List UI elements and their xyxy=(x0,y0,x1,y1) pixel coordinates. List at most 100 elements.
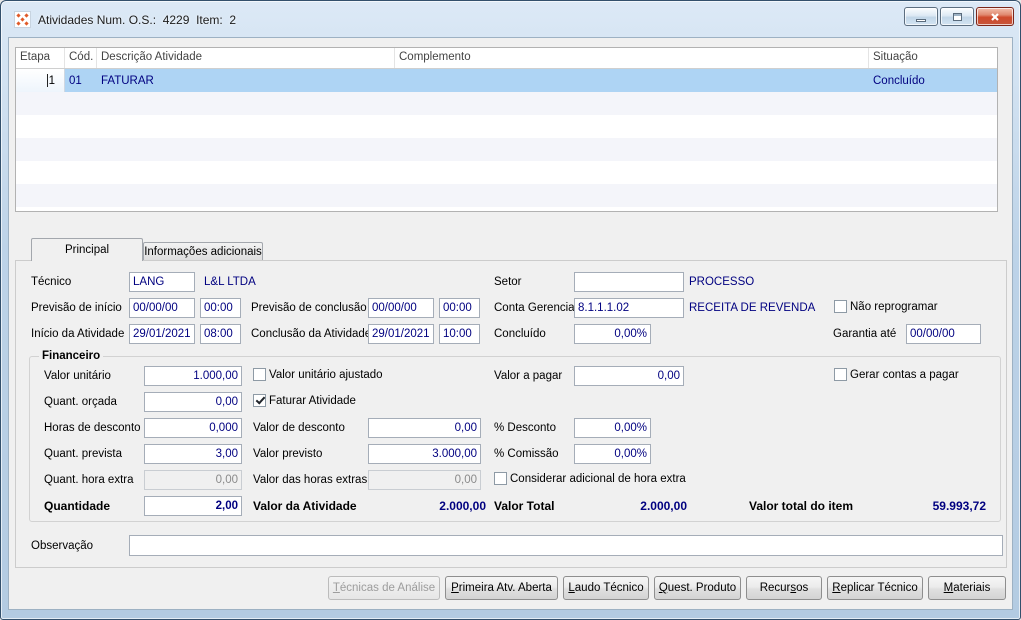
grid-empty-row xyxy=(16,184,997,207)
faturar-atividade-checkbox-box[interactable] xyxy=(253,394,266,407)
valor-previsto-input[interactable] xyxy=(368,444,481,464)
observacao-input[interactable] xyxy=(129,535,1003,556)
maximize-icon xyxy=(952,12,962,21)
pct-comissao-input[interactable] xyxy=(574,444,651,464)
quantidade-input[interactable] xyxy=(144,496,242,516)
cell-etapa-value: 1 xyxy=(48,74,55,87)
horas-desconto-input[interactable] xyxy=(144,418,242,438)
faturar-atividade-label: Faturar Atividade xyxy=(269,394,356,407)
concluido-input[interactable] xyxy=(574,324,651,344)
quant-prevista-label: Quant. prevista xyxy=(44,448,122,460)
valor-unitario-ajustado-checkbox-box[interactable] xyxy=(253,368,266,381)
valor-atividade-label: Valor da Atividade xyxy=(253,499,357,513)
text-caret xyxy=(46,74,48,87)
adicional-hora-extra-checkbox-box[interactable] xyxy=(494,472,507,485)
activities-grid: Etapa Cód. Descrição Atividade Complemen… xyxy=(15,47,998,212)
observacao-label: Observação xyxy=(31,540,94,552)
quant-orcada-label: Quant. orçada xyxy=(44,396,117,408)
gerar-contas-a-pagar-checkbox[interactable]: Gerar contas a pagar xyxy=(834,368,959,381)
tecnico-input[interactable] xyxy=(129,272,195,292)
inicio-atividade-label: Início da Atividade xyxy=(31,328,125,340)
grid-empty-row xyxy=(16,115,997,138)
minimize-icon xyxy=(916,18,926,22)
nao-reprogramar-checkbox[interactable]: Não reprogramar xyxy=(834,300,938,313)
gerar-contas-a-pagar-label: Gerar contas a pagar xyxy=(850,368,959,381)
minimize-button[interactable] xyxy=(904,7,938,26)
tab-principal[interactable]: Principal xyxy=(31,238,143,261)
app-icon xyxy=(14,11,31,28)
previsao-conclusao-label: Previsão de conclusão xyxy=(251,302,367,314)
previsao-conclusao-time-input[interactable] xyxy=(439,298,480,318)
valor-a-pagar-label: Valor a pagar xyxy=(494,370,563,382)
valor-desconto-input[interactable] xyxy=(368,418,481,438)
quant-orcada-input[interactable] xyxy=(144,392,242,412)
quant-prevista-input[interactable] xyxy=(144,444,242,464)
conclusao-atividade-time-input[interactable] xyxy=(439,324,480,344)
adicional-hora-extra-checkbox[interactable]: Considerar adicional de hora extra xyxy=(494,472,686,485)
valor-total-label: Valor Total xyxy=(494,499,555,513)
valor-total-value: 2.000,00 xyxy=(640,499,687,513)
cell-complemento xyxy=(395,69,869,92)
garantia-ate-label: Garantia até xyxy=(833,328,897,340)
column-header-situacao[interactable]: Situação xyxy=(873,51,918,63)
grid-header: Etapa Cód. Descrição Atividade Complemen… xyxy=(16,48,997,69)
cell-etapa[interactable]: 1 xyxy=(16,69,65,92)
valor-desconto-label: Valor de desconto xyxy=(253,422,345,434)
inicio-atividade-time-input[interactable] xyxy=(200,324,241,344)
previsao-inicio-date-input[interactable] xyxy=(129,298,195,318)
column-header-complemento[interactable]: Complemento xyxy=(395,48,869,68)
close-button[interactable] xyxy=(976,7,1014,26)
garantia-ate-input[interactable] xyxy=(906,324,981,344)
previsao-inicio-label: Previsão de início xyxy=(31,302,122,314)
app-icon-glyph xyxy=(16,13,29,26)
titlebar[interactable]: Atividades Num. O.S.: 4229 Item: 2 xyxy=(1,1,1020,37)
cell-situacao: Concluído xyxy=(873,74,925,87)
tecnico-description: L&L LTDA xyxy=(204,276,256,288)
grid-empty-row xyxy=(16,161,997,184)
valor-unitario-input[interactable] xyxy=(144,366,242,386)
setor-label: Setor xyxy=(494,276,522,288)
column-header-etapa[interactable]: Etapa xyxy=(16,48,65,68)
setor-input[interactable] xyxy=(574,272,684,292)
tab-informacoes-adicionais[interactable]: Informações adicionais xyxy=(143,242,263,260)
conta-gerencial-label: Conta Gerencial xyxy=(494,302,578,314)
financeiro-legend: Financeiro xyxy=(39,350,104,362)
conclusao-atividade-date-input[interactable] xyxy=(368,324,434,344)
conclusao-atividade-label: Conclusão da Atividade xyxy=(251,328,372,340)
maximize-button[interactable] xyxy=(940,7,974,26)
valor-unitario-ajustado-checkbox[interactable]: Valor unitário ajustado xyxy=(253,368,383,381)
conta-gerencial-description: RECEITA DE REVENDA xyxy=(689,302,816,314)
nao-reprogramar-checkbox-box[interactable] xyxy=(834,300,847,313)
concluido-label: Concluído xyxy=(494,328,546,340)
adicional-hora-extra-label: Considerar adicional de hora extra xyxy=(510,472,686,485)
grid-empty-row xyxy=(16,207,997,211)
quant-hora-extra-input xyxy=(144,470,242,490)
pct-desconto-input[interactable] xyxy=(574,418,651,438)
pct-comissao-label: % Comissão xyxy=(494,448,559,460)
valor-unitario-ajustado-label: Valor unitário ajustado xyxy=(269,368,383,381)
pct-desconto-label: % Desconto xyxy=(494,422,557,434)
faturar-atividade-checkbox[interactable]: Faturar Atividade xyxy=(253,394,356,407)
window-title: Atividades Num. O.S.: 4229 Item: 2 xyxy=(38,13,237,27)
quantidade-label: Quantidade xyxy=(44,499,111,513)
valor-a-pagar-input[interactable] xyxy=(574,366,684,386)
gerar-contas-a-pagar-checkbox-box[interactable] xyxy=(834,368,847,381)
recursos-button[interactable]: Recur s os xyxy=(746,576,822,600)
quant-hora-extra-label: Quant. hora extra xyxy=(44,474,134,486)
conta-gerencial-input[interactable] xyxy=(574,298,684,318)
grid-row-selected[interactable]: 1 01 FATURAR Concluído xyxy=(16,69,997,92)
valor-unitario-label: Valor unitário xyxy=(44,370,111,382)
previsao-conclusao-date-input[interactable] xyxy=(368,298,434,318)
column-header-cod[interactable]: Cód. xyxy=(65,48,97,68)
inicio-atividade-date-input[interactable] xyxy=(129,324,195,344)
tecnico-label: Técnico xyxy=(31,276,72,288)
column-header-descricao[interactable]: Descrição Atividade xyxy=(97,48,395,68)
previsao-inicio-time-input[interactable] xyxy=(200,298,241,318)
